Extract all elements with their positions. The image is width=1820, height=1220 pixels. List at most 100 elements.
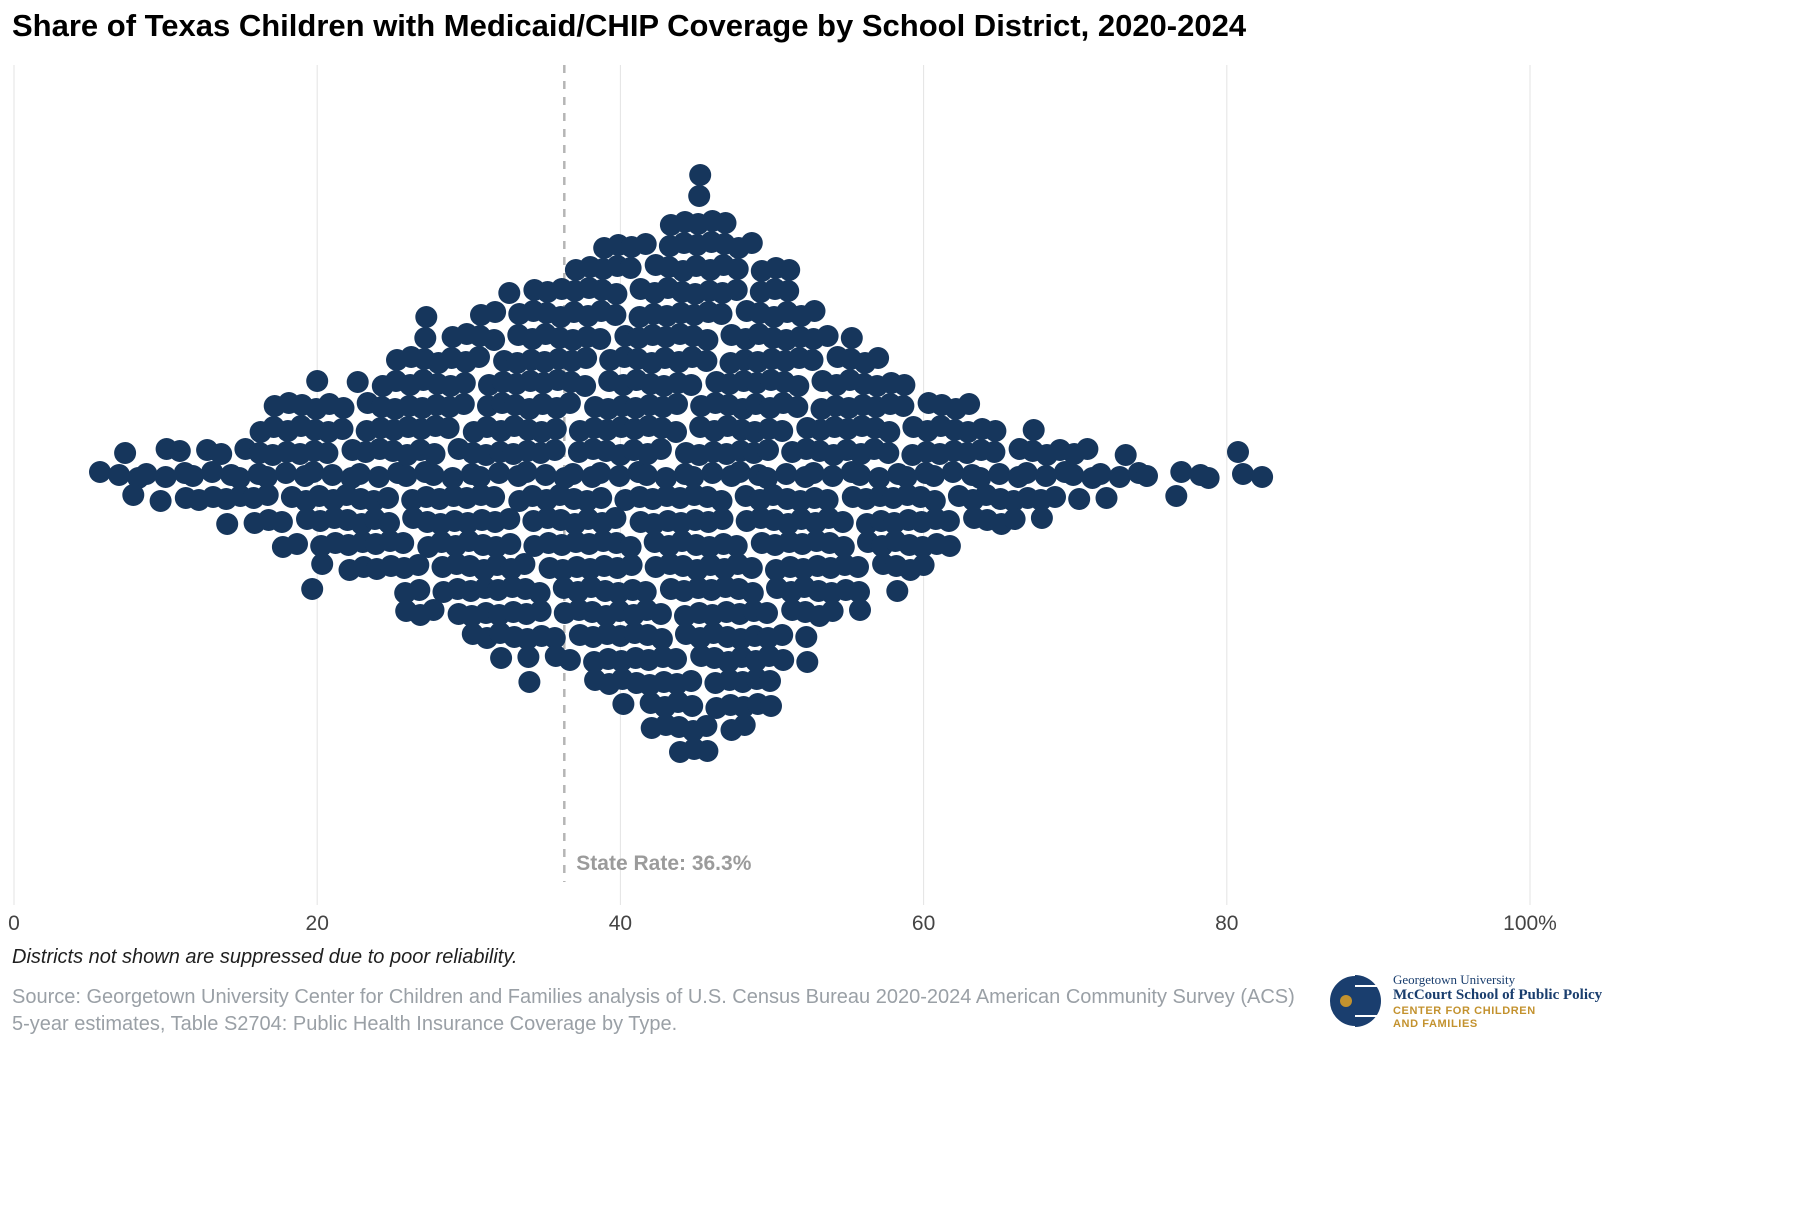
district-dot — [665, 421, 687, 443]
district-dot — [832, 536, 855, 558]
district-dot — [816, 325, 839, 347]
district-dot — [711, 508, 734, 530]
district-dot — [619, 257, 642, 279]
district-dot — [840, 327, 863, 349]
state-rate-label: State Rate: 36.3% — [576, 852, 751, 875]
district-dot — [367, 466, 390, 488]
district-dot — [270, 511, 293, 533]
district-dot — [181, 465, 204, 487]
district-dot — [301, 578, 324, 600]
district-dot — [1095, 487, 1118, 509]
district-dot — [796, 651, 819, 673]
district-dot — [681, 695, 704, 717]
district-dot — [649, 603, 672, 625]
district-dot — [543, 627, 566, 649]
district-dot — [922, 465, 945, 487]
district-dot — [740, 557, 763, 579]
district-dot — [1062, 464, 1085, 486]
district-dot — [1003, 508, 1026, 530]
district-dot — [848, 581, 870, 603]
district-dot — [1251, 466, 1274, 488]
district-dot — [886, 580, 909, 602]
district-dot — [518, 671, 541, 693]
district-dot — [831, 511, 854, 533]
district-dot — [696, 329, 719, 351]
district-dot — [407, 554, 430, 576]
district-dot — [1108, 466, 1131, 488]
chart-title: Share of Texas Children with Medicaid/CH… — [12, 8, 1247, 43]
district-dot — [759, 670, 781, 692]
district-dot — [483, 329, 506, 351]
district-dot — [1197, 467, 1220, 489]
x-axis-tick-label: 80 — [1215, 912, 1238, 935]
district-dot — [849, 599, 871, 621]
district-dot — [558, 649, 581, 671]
district-dot — [348, 463, 371, 485]
district-dot — [772, 649, 795, 671]
logo-text: Georgetown University McCourt School of … — [1393, 972, 1602, 1031]
district-dot — [725, 535, 748, 557]
district-dot — [682, 466, 705, 488]
district-dot — [168, 440, 191, 462]
district-dot — [154, 466, 177, 488]
district-dot — [937, 510, 960, 532]
district-dot — [786, 396, 809, 418]
district-dot — [302, 461, 325, 483]
x-axis-tick-label: 60 — [912, 912, 935, 935]
district-dot — [331, 418, 354, 440]
x-axis-tick-label: 40 — [609, 912, 632, 935]
logo: Georgetown University McCourt School of … — [1328, 972, 1602, 1031]
district-dot — [877, 442, 900, 464]
district-dot — [771, 624, 794, 646]
district-dot — [216, 513, 239, 535]
district-dot — [849, 464, 871, 486]
district-dot — [1227, 441, 1249, 463]
district-dot — [777, 280, 800, 302]
district-dot — [787, 375, 810, 397]
district-dot — [710, 490, 733, 512]
district-dot — [868, 467, 891, 489]
district-dot — [316, 442, 339, 464]
district-dot — [513, 553, 536, 575]
district-dot — [893, 374, 916, 396]
district-dot — [452, 393, 475, 415]
district-dot — [608, 465, 631, 487]
district-dot — [1089, 463, 1112, 485]
district-dot — [795, 626, 818, 648]
district-dot — [821, 465, 844, 487]
district-dot — [701, 462, 724, 484]
district-dot — [775, 463, 798, 485]
district-dot — [695, 350, 718, 372]
district-dot — [941, 461, 964, 483]
district-dot — [1076, 438, 1099, 460]
district-dot — [135, 463, 158, 485]
district-dot — [803, 300, 826, 322]
district-dot — [498, 508, 521, 530]
district-dot — [740, 232, 763, 254]
district-dot — [558, 392, 581, 414]
district-dot — [821, 600, 844, 622]
district-dot — [515, 461, 538, 483]
district-dot — [620, 554, 643, 576]
district-dot — [710, 303, 733, 325]
district-dot — [695, 715, 718, 737]
district-dot — [771, 420, 794, 442]
district-dot — [108, 464, 131, 486]
district-dot — [311, 553, 334, 575]
district-dot — [680, 670, 703, 692]
district-dot — [725, 279, 748, 301]
district-dot — [483, 486, 506, 508]
district-dot — [1165, 485, 1188, 507]
ccf-logo-icon — [1328, 974, 1381, 1029]
district-dot — [441, 467, 464, 489]
district-dot — [422, 464, 445, 486]
district-dot — [938, 535, 961, 557]
logo-university: Georgetown University — [1393, 972, 1516, 987]
district-dot — [490, 647, 513, 669]
district-dot — [332, 397, 355, 419]
logo-center-line2: AND FAMILIES — [1393, 1017, 1478, 1030]
district-dot — [757, 439, 779, 461]
district-dot — [1044, 486, 1066, 508]
district-dot — [988, 463, 1011, 485]
district-dot — [689, 164, 712, 186]
